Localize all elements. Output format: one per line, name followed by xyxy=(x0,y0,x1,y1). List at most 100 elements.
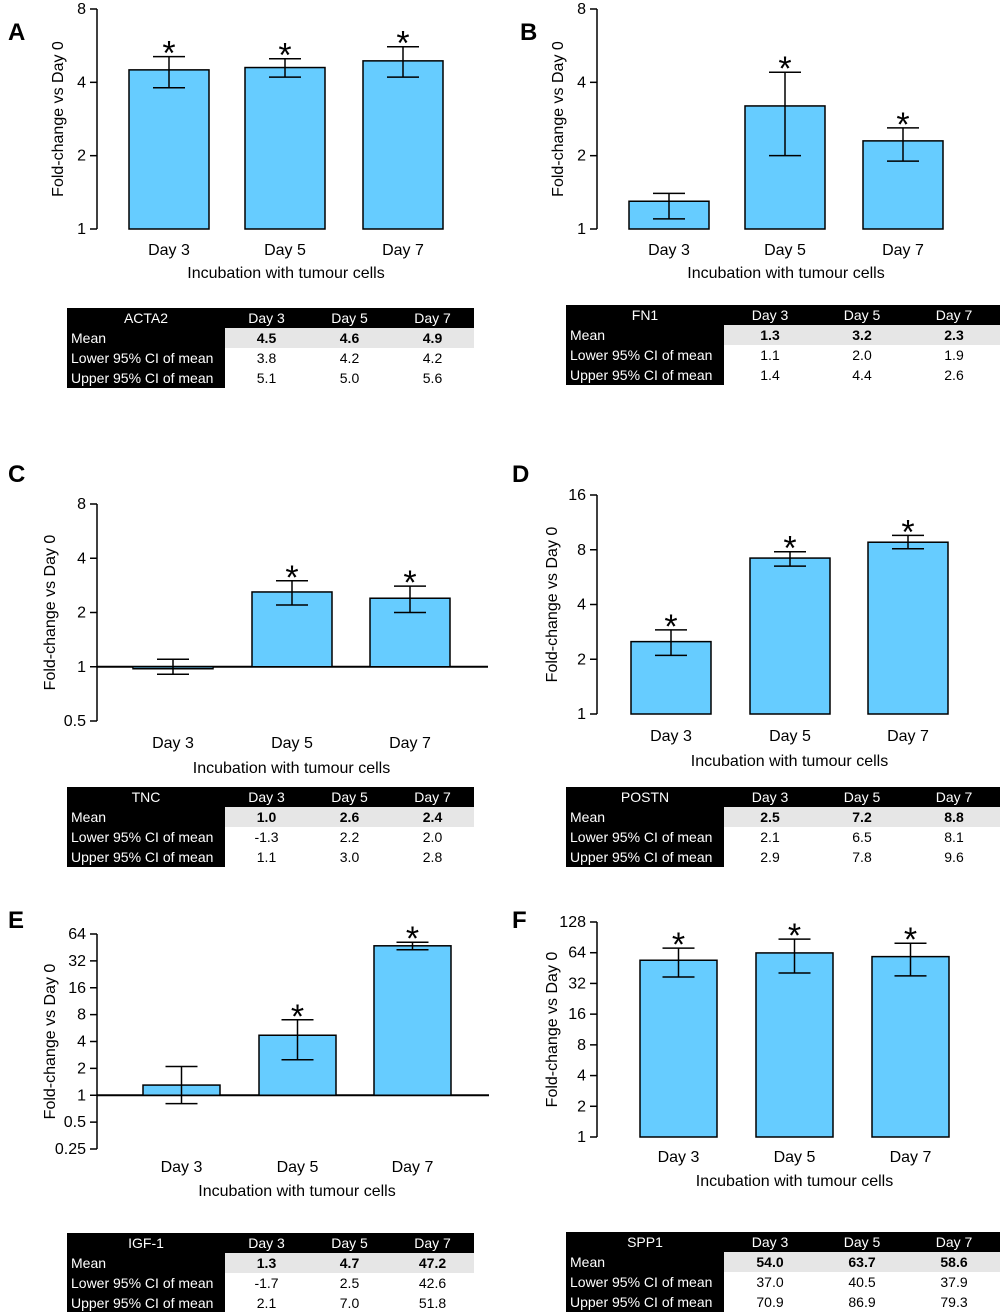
table-mean-bg xyxy=(225,1253,474,1273)
significance-star: * xyxy=(403,564,416,602)
table-cell: 1.1 xyxy=(760,347,780,363)
y-tick-label: 128 xyxy=(559,914,586,931)
y-tick-label: 4 xyxy=(77,74,86,91)
table-rowlabel-bg xyxy=(67,807,225,867)
x-axis-title: Incubation with tumour cells xyxy=(691,753,888,770)
x-tick-label: Day 5 xyxy=(769,728,811,745)
bar xyxy=(867,541,949,715)
table-row-label: Upper 95% CI of mean xyxy=(71,1295,213,1311)
significance-star: * xyxy=(664,608,677,646)
table-header-bg xyxy=(566,787,1000,807)
table-rowlabel-bg xyxy=(566,807,724,867)
x-tick-label: Day 7 xyxy=(882,242,924,259)
y-axis-title: Fold-change vs Day 0 xyxy=(50,41,67,197)
panel-f: F 1 2 4 8 16 32 64 128 * Day 3 * Day 5 * Day 7 Fold-cha… xyxy=(512,907,1000,1312)
table-cell: 2.2 xyxy=(340,829,360,845)
table-mean-bg xyxy=(724,807,1000,827)
x-tick-label: Day 3 xyxy=(152,735,194,752)
table-col-header: Day 7 xyxy=(414,1235,451,1251)
table-col-header: Day 5 xyxy=(331,310,368,326)
table-cell: 3.2 xyxy=(852,327,872,343)
table-cell: 2.6 xyxy=(340,809,360,825)
table-col-header: Day 5 xyxy=(331,789,368,805)
y-tick-label: 8 xyxy=(577,542,586,559)
x-tick-label: Day 3 xyxy=(148,242,190,259)
table-row-label: Upper 95% CI of mean xyxy=(570,849,712,865)
table-col-header: Day 3 xyxy=(248,789,285,805)
significance-star: * xyxy=(783,530,796,568)
table-cell: 1.4 xyxy=(760,367,780,383)
table-header-bg xyxy=(566,1232,1000,1252)
table-cell: 1.9 xyxy=(944,347,964,363)
panel-e: E 0.25 0.5 1 2 4 8 16 32 64 Day 3 * Day 5 * Day 7 Fold-… xyxy=(8,907,489,1312)
table-cell: 4.7 xyxy=(340,1255,360,1271)
table-col-header: Day 5 xyxy=(844,789,881,805)
panel-letter: A xyxy=(8,19,25,46)
table-row-label: Upper 95% CI of mean xyxy=(71,849,213,865)
panel-letter: B xyxy=(520,19,537,46)
y-tick-label: 2 xyxy=(577,1098,586,1115)
y-axis-title: Fold-change vs Day 0 xyxy=(544,952,561,1108)
summary-table: TNC Day 3 Day 5 Day 7 Mean 1.0 2.6 2.4 Lower 95%… xyxy=(67,787,474,867)
y-tick-label: 8 xyxy=(577,1037,586,1054)
table-cell: 5.6 xyxy=(423,370,443,386)
table-col-header: Day 3 xyxy=(752,789,789,805)
summary-table: SPP1 Day 3 Day 5 Day 7 Mean 54.0 63.7 58.6 Lower… xyxy=(566,1232,1000,1312)
table-gene-name: IGF-1 xyxy=(128,1235,164,1251)
x-axis-title: Incubation with tumour cells xyxy=(696,1173,893,1190)
y-axis-title: Fold-change vs Day 0 xyxy=(550,41,567,197)
y-tick-label: 1 xyxy=(577,1129,586,1146)
y-tick-label: 16 xyxy=(568,487,586,504)
table-mean-bg xyxy=(724,1252,1000,1272)
table-cell: 2.5 xyxy=(340,1275,360,1291)
table-cell: 7.8 xyxy=(852,849,872,865)
table-cell: 63.7 xyxy=(848,1254,875,1270)
table-cell: 4.4 xyxy=(852,367,872,383)
table-cell: 1.0 xyxy=(257,809,277,825)
y-tick-label: 8 xyxy=(577,1,586,18)
table-cell: 37.9 xyxy=(940,1274,967,1290)
table-cell: 47.2 xyxy=(419,1255,446,1271)
table-cell: 54.0 xyxy=(756,1254,783,1270)
y-tick-label: 4 xyxy=(77,550,86,567)
y-tick-label: 1 xyxy=(77,659,86,676)
y-tick-label: 0.5 xyxy=(64,1114,86,1131)
y-tick-label: 4 xyxy=(577,74,586,91)
x-tick-label: Day 5 xyxy=(774,1149,816,1166)
x-axis-title: Incubation with tumour cells xyxy=(198,1183,395,1200)
table-cell: 1.3 xyxy=(257,1255,277,1271)
table-col-header: Day 3 xyxy=(752,307,789,323)
panel-letter: E xyxy=(8,907,24,934)
summary-table: IGF-1 Day 3 Day 5 Day 7 Mean 1.3 4.7 47.2 Lower … xyxy=(67,1233,474,1312)
x-axis-title: Incubation with tumour cells xyxy=(687,265,884,282)
table-gene-name: TNC xyxy=(132,789,161,805)
significance-star: * xyxy=(672,926,685,964)
table-col-header: Day 7 xyxy=(936,1234,973,1250)
table-row-label: Lower 95% CI of mean xyxy=(71,1275,213,1291)
y-tick-label: 1 xyxy=(77,1087,86,1104)
table-cell: 42.6 xyxy=(419,1275,446,1291)
table-row-label: Mean xyxy=(570,327,605,343)
y-tick-label: 2 xyxy=(77,605,86,622)
table-cell: 4.2 xyxy=(340,350,360,366)
significance-star: * xyxy=(396,25,409,63)
table-cell: 4.9 xyxy=(423,330,443,346)
table-col-header: Day 5 xyxy=(331,1235,368,1251)
panel-c: C 0.5 1 2 4 8 Day 3 * Day 5 * Day 7 Fold-change vs … xyxy=(8,461,488,867)
table-mean-bg xyxy=(724,325,1000,345)
bar xyxy=(362,60,444,230)
table-gene-name: SPP1 xyxy=(627,1234,663,1250)
bar xyxy=(128,69,210,230)
x-tick-label: Day 7 xyxy=(887,728,929,745)
table-row-label: Upper 95% CI of mean xyxy=(570,1294,712,1310)
y-tick-label: 64 xyxy=(568,945,586,962)
table-cell: 2.8 xyxy=(423,849,443,865)
table-col-header: Day 3 xyxy=(248,1235,285,1251)
table-col-header: Day 7 xyxy=(414,789,451,805)
table-mean-bg xyxy=(225,807,474,827)
table-cell: 9.6 xyxy=(944,849,964,865)
table-cell: 2.5 xyxy=(760,809,780,825)
significance-star: * xyxy=(285,559,298,597)
table-cell: 8.1 xyxy=(944,829,964,845)
